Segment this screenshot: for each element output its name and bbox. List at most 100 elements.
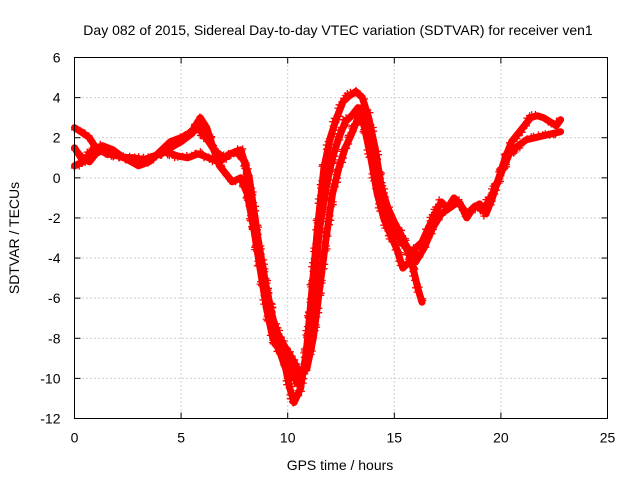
data-point bbox=[252, 207, 260, 215]
data-point bbox=[304, 313, 312, 321]
x-tick-label: 25 bbox=[600, 430, 616, 446]
data-point bbox=[379, 199, 387, 207]
data-point bbox=[436, 212, 444, 220]
data-point bbox=[435, 196, 443, 204]
data-point bbox=[308, 291, 316, 299]
data-point bbox=[266, 331, 274, 339]
data-point bbox=[330, 148, 338, 156]
data-point bbox=[306, 295, 314, 303]
data-point bbox=[304, 355, 312, 363]
data-point bbox=[375, 188, 383, 196]
data-point bbox=[482, 203, 490, 211]
data-point bbox=[76, 150, 84, 158]
data-point bbox=[395, 231, 403, 239]
series-track-c bbox=[71, 110, 565, 378]
data-point bbox=[83, 148, 91, 156]
data-point bbox=[410, 264, 418, 272]
data-point bbox=[335, 134, 343, 142]
data-point bbox=[122, 155, 130, 163]
data-point bbox=[411, 276, 419, 284]
data-point bbox=[413, 288, 421, 296]
data-point bbox=[126, 152, 134, 160]
data-point bbox=[358, 112, 366, 120]
data-point bbox=[343, 90, 351, 97]
data-point bbox=[342, 121, 350, 129]
data-point bbox=[293, 369, 301, 377]
data-point bbox=[510, 149, 518, 157]
data-point bbox=[308, 277, 316, 285]
data-point bbox=[319, 189, 327, 197]
data-point bbox=[260, 260, 268, 268]
data-point bbox=[425, 234, 433, 242]
data-point bbox=[323, 167, 331, 175]
data-point bbox=[329, 144, 337, 152]
data-point bbox=[316, 232, 324, 240]
data-point bbox=[518, 128, 526, 136]
data-point bbox=[396, 262, 404, 269]
data-point bbox=[188, 151, 196, 159]
data-point bbox=[389, 221, 397, 229]
data-point bbox=[403, 250, 411, 258]
data-point bbox=[530, 132, 537, 140]
data-point bbox=[248, 184, 256, 192]
y-tick-label: -2 bbox=[48, 210, 61, 226]
data-point bbox=[285, 368, 292, 376]
data-point bbox=[515, 132, 523, 140]
data-point bbox=[87, 137, 95, 145]
data-point bbox=[509, 137, 517, 145]
x-tick-label: 0 bbox=[71, 430, 79, 446]
data-point bbox=[336, 163, 344, 171]
data-point bbox=[256, 247, 264, 255]
data-point bbox=[455, 199, 463, 207]
data-point bbox=[355, 119, 363, 126]
data-point bbox=[374, 164, 382, 172]
ticks bbox=[74, 57, 608, 419]
data-point bbox=[334, 104, 342, 112]
data-point bbox=[268, 308, 276, 316]
data-point bbox=[272, 320, 280, 328]
data-point bbox=[320, 192, 328, 200]
y-tick-label: 6 bbox=[53, 50, 61, 66]
data-point bbox=[196, 148, 204, 156]
data-point bbox=[468, 208, 475, 216]
data-point bbox=[502, 153, 510, 161]
data-point bbox=[196, 132, 204, 139]
data-point bbox=[432, 203, 440, 211]
data-point bbox=[196, 117, 204, 125]
y-tick-label: 2 bbox=[53, 130, 61, 146]
x-tick-label: 15 bbox=[387, 430, 403, 446]
data-point bbox=[302, 359, 310, 367]
data-point bbox=[503, 161, 511, 169]
data-point bbox=[517, 142, 525, 150]
data-point bbox=[326, 212, 334, 220]
data-point bbox=[496, 175, 504, 183]
data-point bbox=[395, 257, 403, 265]
data-point bbox=[177, 133, 185, 141]
data-point bbox=[321, 260, 329, 268]
data-point bbox=[316, 181, 324, 189]
data-point bbox=[243, 161, 251, 169]
data-point bbox=[349, 122, 357, 130]
data-point bbox=[360, 111, 367, 119]
data-point bbox=[330, 114, 338, 122]
data-point bbox=[254, 226, 261, 234]
data-point bbox=[391, 246, 399, 254]
data-point bbox=[183, 153, 191, 161]
data-point bbox=[312, 264, 319, 272]
data-point bbox=[250, 211, 258, 219]
data-point bbox=[321, 238, 329, 246]
data-point bbox=[537, 113, 545, 121]
data-point bbox=[245, 180, 253, 188]
y-tick-label: -4 bbox=[48, 250, 61, 266]
data-point bbox=[179, 152, 186, 160]
data-point bbox=[329, 186, 336, 194]
data-point bbox=[484, 193, 492, 201]
data-point bbox=[272, 341, 280, 349]
data-point bbox=[407, 251, 415, 259]
data-point bbox=[81, 129, 89, 137]
data-point bbox=[373, 151, 380, 159]
data-point bbox=[237, 153, 245, 161]
data-point bbox=[381, 193, 389, 201]
data-point bbox=[263, 279, 271, 287]
data-point bbox=[326, 221, 333, 229]
